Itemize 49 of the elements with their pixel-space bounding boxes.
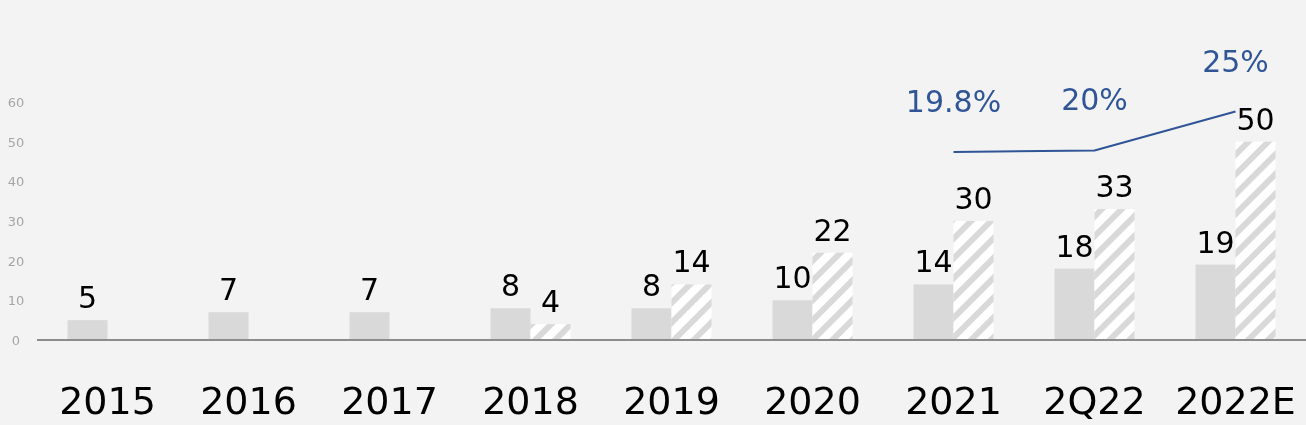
y-tick-label: 0 <box>11 333 21 348</box>
data-label: 8 <box>500 268 521 304</box>
y-tick-label: 10 <box>7 293 25 309</box>
bar <box>812 252 853 340</box>
bar <box>530 324 571 340</box>
x-tick-label: 2015 <box>59 379 156 423</box>
x-tick-label: 2016 <box>200 379 297 423</box>
data-label: 8 <box>641 268 662 304</box>
x-tick-label: 2019 <box>623 379 720 423</box>
bar <box>671 284 712 340</box>
data-label: 33 <box>1095 169 1134 205</box>
bar <box>1054 268 1095 340</box>
bar <box>1235 141 1276 340</box>
x-tick-label: 2Q22 <box>1043 379 1146 423</box>
data-label: 4 <box>540 284 561 320</box>
bar <box>208 312 249 340</box>
data-label: 18 <box>1055 228 1094 264</box>
data-label: 19.8% <box>905 83 1002 119</box>
x-tick-label: 2020 <box>764 379 861 423</box>
y-tick-label: 30 <box>7 214 25 229</box>
bar <box>772 300 813 340</box>
data-label: 5 <box>77 280 98 316</box>
y-tick-label: 60 <box>7 95 25 110</box>
data-label: 50 <box>1236 101 1275 137</box>
y-tick-label: 20 <box>7 253 25 269</box>
bar <box>349 312 390 340</box>
data-label: 7 <box>218 272 239 308</box>
data-label: 19 <box>1196 224 1235 260</box>
data-label: 30 <box>954 181 993 216</box>
y-tick-label: 40 <box>7 174 25 190</box>
data-label: 20% <box>1061 82 1128 118</box>
bar <box>1094 209 1135 340</box>
data-label: 14 <box>672 244 711 280</box>
bar <box>913 284 954 340</box>
bar <box>631 308 672 340</box>
data-label: 25% <box>1202 43 1269 79</box>
bar <box>953 221 994 340</box>
data-label: 7 <box>359 272 380 308</box>
bar <box>67 320 108 340</box>
data-label: 14 <box>914 244 953 280</box>
bar <box>1195 264 1236 340</box>
x-tick-label: 2018 <box>482 379 579 423</box>
x-tick-label: 2017 <box>341 379 438 423</box>
data-label: 22 <box>813 212 852 248</box>
x-tick-label: 2021 <box>905 379 1002 423</box>
y-tick-label: 50 <box>7 134 25 150</box>
data-label: 10 <box>773 260 812 296</box>
bar <box>490 308 531 340</box>
x-tick-label: 2022E <box>1175 379 1296 423</box>
